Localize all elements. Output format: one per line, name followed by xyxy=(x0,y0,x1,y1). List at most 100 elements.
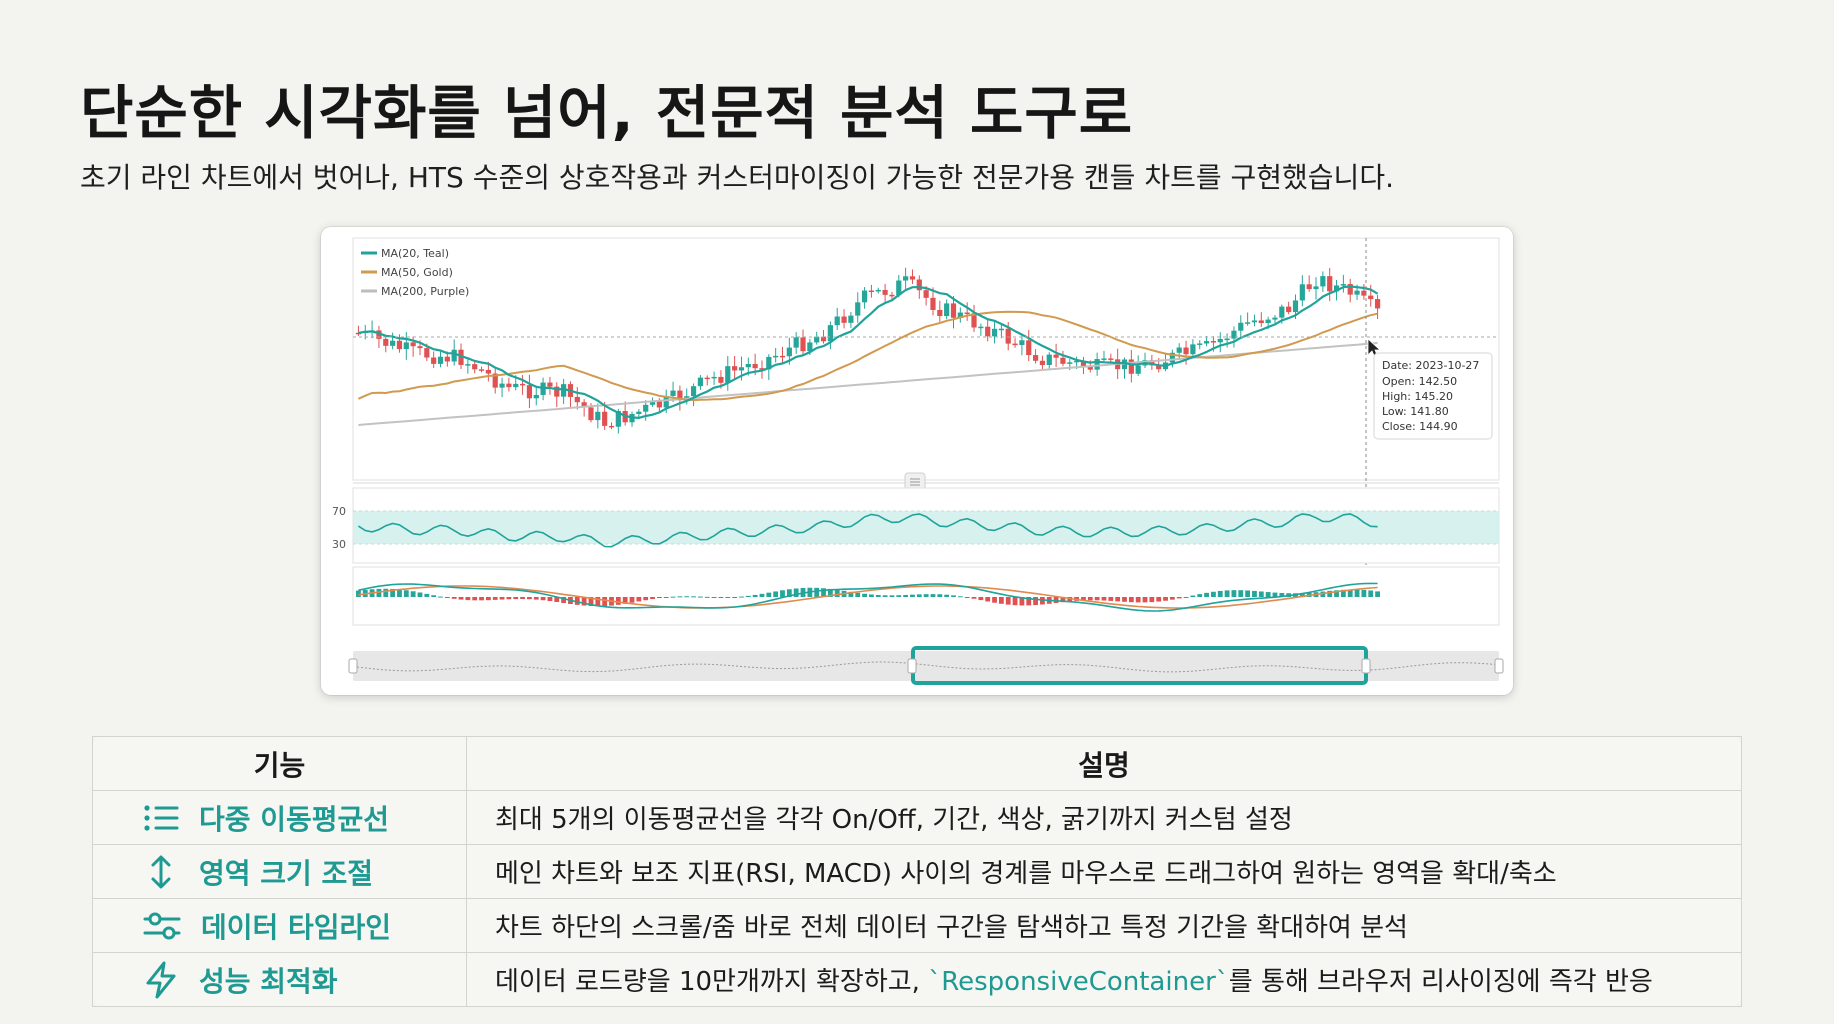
feature-name: 영역 크기 조절 xyxy=(199,856,374,890)
candle-body xyxy=(1135,365,1141,374)
macd-bar xyxy=(1231,590,1237,597)
candle-body xyxy=(1087,366,1093,370)
legend-item-ma50[interactable]: MA(50, Gold) xyxy=(361,266,453,279)
feature-cell: 데이터 타임라인 xyxy=(92,898,467,953)
candle-body xyxy=(766,356,772,370)
candle-body xyxy=(519,383,526,386)
candle-body xyxy=(704,377,710,380)
macd-bar xyxy=(745,595,751,597)
candle-body xyxy=(444,356,450,362)
macd-bar xyxy=(1142,597,1148,603)
macd-bar xyxy=(827,588,833,597)
macd-bar xyxy=(356,590,361,597)
navigator-right-handle[interactable] xyxy=(1361,658,1371,674)
main-chart-panel[interactable] xyxy=(352,237,1500,481)
candle-body xyxy=(916,279,922,291)
legend-item-ma200[interactable]: MA(200, Purple) xyxy=(361,285,469,298)
feature-cell: 성능 최적화 xyxy=(92,952,467,1007)
candle-body xyxy=(410,342,416,347)
macd-bar xyxy=(718,597,724,598)
lightning-icon xyxy=(146,961,176,998)
table-row: 다중 이동평균선 최대 5개의 이동평균선을 각각 On/Off, 기간, 색상… xyxy=(92,790,1742,845)
candle-body xyxy=(1224,338,1230,341)
candle-body xyxy=(909,276,916,280)
candle-body xyxy=(807,342,813,352)
candle-body xyxy=(588,407,594,421)
ma20-line xyxy=(358,285,1379,420)
table-header-description: 설명 xyxy=(466,736,1742,791)
macd-bar xyxy=(1012,597,1018,606)
candle-body xyxy=(1327,276,1333,292)
candle-body xyxy=(841,316,847,323)
navigator-end-handle[interactable] xyxy=(1494,658,1504,674)
candle-body xyxy=(814,336,820,343)
rsi-line xyxy=(357,513,1378,548)
candle-body xyxy=(861,290,868,303)
candle-body xyxy=(1203,341,1210,344)
macd-bar xyxy=(1347,589,1353,597)
candle-body xyxy=(1286,306,1292,313)
macd-bar xyxy=(1299,593,1305,597)
candle-body xyxy=(855,302,861,316)
page-title: 단순한 시각화를 넘어, 전문적 분석 도구로 xyxy=(80,79,1134,147)
legend-item-ma20[interactable]: MA(20, Teal) xyxy=(361,247,449,260)
macd-bar xyxy=(656,597,662,599)
candle-body xyxy=(834,316,840,326)
macd-bar xyxy=(1368,590,1374,597)
macd-bar xyxy=(896,595,902,597)
candle-body xyxy=(725,366,731,383)
macd-bar xyxy=(650,597,655,600)
macd-bar xyxy=(732,597,738,598)
macd-bar xyxy=(1197,594,1203,597)
macd-bar xyxy=(615,597,621,605)
table-row: 데이터 타임라인 차트 하단의 스크롤/줌 바로 전체 데이터 구간을 탐색하고… xyxy=(92,898,1742,953)
candle-body xyxy=(1217,338,1223,343)
macd-bar xyxy=(903,594,909,597)
macd-bar xyxy=(554,597,560,602)
macd-bar xyxy=(711,597,717,598)
candle-body xyxy=(554,386,560,397)
macd-bar xyxy=(1060,597,1066,603)
macd-bar xyxy=(479,597,484,601)
timeline-navigator[interactable] xyxy=(348,646,1504,685)
macd-bar xyxy=(957,596,963,598)
candle-body xyxy=(396,340,403,350)
macd-bar xyxy=(1265,592,1271,597)
candle-body xyxy=(602,411,608,426)
candle-body xyxy=(1272,317,1278,320)
feature-description: 차트 하단의 스크롤/줌 바로 전체 데이터 구간을 탐색하고 특정 기간을 확… xyxy=(466,898,1742,953)
macd-bar xyxy=(855,592,861,597)
candle-body xyxy=(1101,358,1107,360)
macd-bar xyxy=(1087,597,1093,601)
macd-bar xyxy=(1190,595,1196,597)
macd-bar xyxy=(1122,597,1127,602)
candlestick-chart-card[interactable]: MA(20, Teal) MA(50, Gold) MA(200, Purple… xyxy=(321,227,1513,695)
candle-body xyxy=(1094,359,1100,370)
macd-bar xyxy=(424,593,430,597)
macd-bar xyxy=(937,594,943,597)
macd-bar xyxy=(677,596,683,598)
macd-bar xyxy=(752,594,758,597)
macd-bar xyxy=(547,597,553,602)
feature-name-cell: 영역 크기 조절 xyxy=(93,852,466,892)
macd-bar xyxy=(910,594,915,597)
candle-body xyxy=(923,290,929,298)
candlestick-chart[interactable]: MA(20, Teal) MA(50, Gold) MA(200, Purple… xyxy=(321,227,1513,695)
macd-bar xyxy=(725,597,731,598)
candle-body xyxy=(478,369,485,371)
candle-body xyxy=(820,336,827,342)
candle-body xyxy=(465,364,471,366)
macd-bar xyxy=(485,597,491,601)
feature-name: 성능 최적화 xyxy=(199,964,338,998)
candle-body xyxy=(985,326,991,337)
navigator-start-handle[interactable] xyxy=(348,658,358,674)
feature-description: 메인 차트와 보조 지표(RSI, MACD) 사이의 경계를 마우스로 드래그… xyxy=(466,844,1742,899)
macd-bar xyxy=(1272,592,1278,597)
navigator-left-handle[interactable] xyxy=(907,658,917,674)
candle-body xyxy=(848,315,854,323)
candle-body xyxy=(547,382,553,387)
macd-bar xyxy=(465,597,471,601)
macd-bar xyxy=(602,597,608,607)
macd-bar xyxy=(1327,590,1333,597)
tooltip-open: Open: 142.50 xyxy=(1382,375,1457,388)
